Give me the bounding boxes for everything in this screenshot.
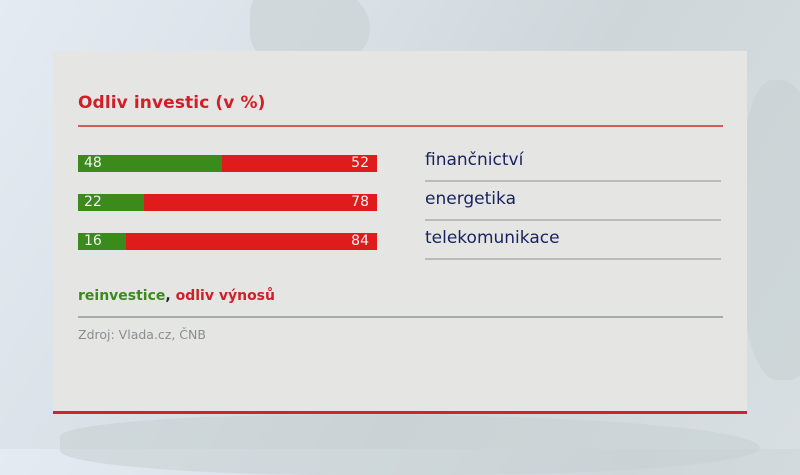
- map-background-shape: [60, 415, 760, 475]
- source-note: Zdroj: Vlada.cz, ČNB: [78, 327, 206, 342]
- category-divider: [425, 258, 721, 260]
- chart-title: Odliv investic (v %): [78, 93, 266, 113]
- chart-panel: Odliv investic (v %) 48 52 22 78 16 84 f…: [53, 51, 747, 412]
- bar-segment-reinvestice: 22: [78, 194, 144, 211]
- title-divider: [78, 125, 723, 127]
- category-divider: [425, 219, 721, 221]
- category-divider: [425, 180, 721, 182]
- value-label: 48: [84, 155, 102, 171]
- bar-segment-odliv: 84: [125, 233, 377, 250]
- bar-segment-reinvestice: 16: [78, 233, 126, 250]
- panel-bottom-accent-line: [53, 411, 747, 414]
- bar-segment-reinvestice: 48: [78, 155, 222, 172]
- bar-row-financnictvi: 48 52: [78, 155, 377, 172]
- value-label: 22: [84, 194, 102, 210]
- map-background-shape: [740, 80, 800, 380]
- value-label: 16: [84, 233, 102, 249]
- category-label: energetika: [425, 189, 516, 209]
- bar-row-energetika: 22 78: [78, 194, 377, 211]
- legend-reinvestice: reinvestice: [78, 288, 166, 304]
- bar-segment-odliv: 52: [221, 155, 377, 172]
- legend-separator: ,: [165, 288, 171, 304]
- legend: reinvestice, odliv výnosů: [78, 288, 275, 304]
- value-label: 84: [351, 233, 369, 249]
- bar-segment-odliv: 78: [143, 194, 377, 211]
- legend-divider: [78, 316, 723, 318]
- bar-row-telekomunikace: 16 84: [78, 233, 377, 250]
- value-label: 52: [351, 155, 369, 171]
- legend-odliv-vynosu: odliv výnosů: [175, 288, 275, 304]
- value-label: 78: [351, 194, 369, 210]
- category-label: finančnictví: [425, 150, 524, 170]
- category-label: telekomunikace: [425, 228, 560, 248]
